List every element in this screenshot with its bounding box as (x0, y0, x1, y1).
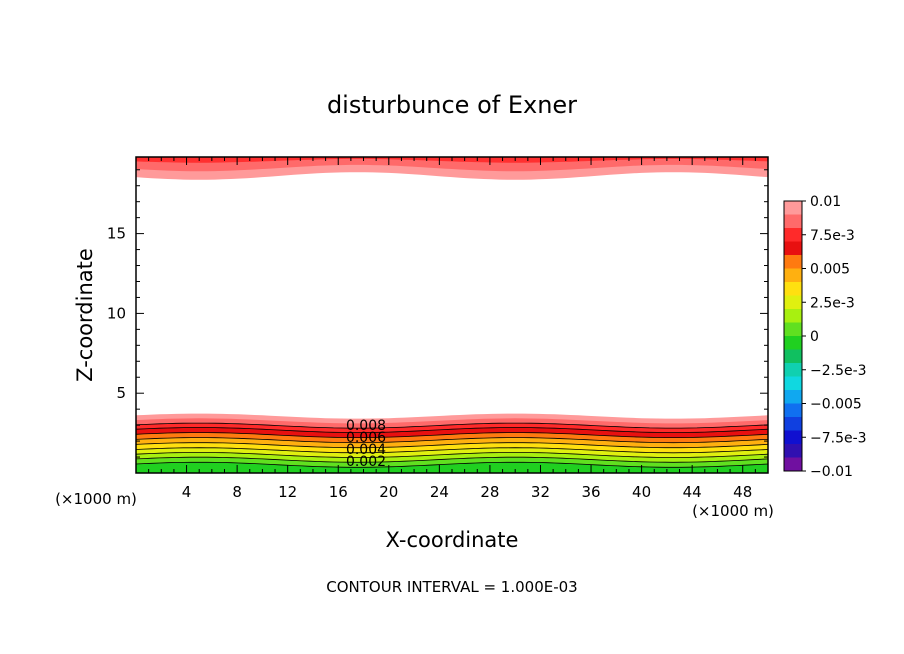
x-tick-label: 36 (581, 483, 600, 501)
colorbar-swatch (784, 363, 802, 377)
contour-label: 0.002 (346, 454, 386, 470)
contour-line-7 (136, 447, 768, 454)
x-tick-label: 12 (278, 483, 297, 501)
colorbar-swatch (784, 322, 802, 337)
contour-line-8 (136, 452, 768, 458)
x-tick-label: 48 (733, 483, 752, 501)
colorbar-label: 0.005 (810, 262, 850, 278)
colorbar-swatch (784, 430, 802, 445)
y-tick-label: 10 (107, 304, 126, 322)
x-tick-label: 28 (480, 483, 499, 501)
contour-label: 0.008 (346, 418, 386, 434)
colorbar-label: −7.5e-3 (810, 430, 867, 446)
x-tick-label: 44 (683, 483, 702, 501)
x-unit-label: (×1000 m) (55, 490, 137, 508)
x-unit-label-right: (×1000 m) (692, 502, 774, 520)
colorbar-swatch (784, 417, 802, 431)
colorbar-label: 2.5e-3 (810, 295, 855, 311)
x-tick-label: 4 (182, 483, 192, 501)
x-tick-label: 40 (632, 483, 651, 501)
colorbar-swatch (784, 268, 802, 283)
colorbar-label: 0.01 (810, 194, 841, 210)
colorbar-swatch (784, 376, 802, 391)
top-band-1 (136, 157, 768, 172)
colorbar-swatch (784, 282, 802, 296)
x-tick-label: 32 (531, 483, 550, 501)
colorbar-swatch (784, 444, 802, 458)
colorbar-swatch (784, 349, 802, 364)
contour-line-10 (136, 461, 768, 468)
x-tick-label: 24 (430, 483, 449, 501)
contour-label: 0.004 (346, 442, 386, 458)
colorbar-label: 0 (810, 329, 819, 345)
colorbar-swatch (784, 336, 802, 350)
bottom-band-10 (136, 462, 768, 473)
contour-line-2 (136, 422, 768, 429)
contour-line-3 (136, 427, 768, 434)
colorbar-swatch (784, 228, 802, 242)
contour-label: 0.006 (346, 430, 386, 446)
colorbar-swatch (784, 201, 802, 215)
colorbar-label: −0.005 (810, 397, 862, 413)
contour-line-4 (136, 432, 768, 438)
colorbar-swatch (784, 214, 802, 229)
y-axis-label: Z-coordinate (73, 248, 97, 382)
contour-interval-footer: CONTOUR INTERVAL = 1.000E-03 (326, 578, 577, 596)
colorbar-swatch (784, 241, 802, 256)
colorbar-swatch (784, 309, 802, 323)
contour-line-5 (136, 437, 768, 444)
x-tick-label: 16 (329, 483, 348, 501)
y-tick-label: 15 (107, 225, 126, 243)
contour-line-6 (136, 442, 768, 449)
colorbar-label: 7.5e-3 (810, 228, 855, 244)
colorbar-swatch (784, 295, 802, 310)
y-tick-label: 5 (116, 384, 126, 402)
x-tick-label: 8 (232, 483, 242, 501)
x-axis-label: X-coordinate (386, 528, 519, 552)
chart-title: disturbunce of Exner (327, 91, 577, 119)
colorbar-swatch (784, 390, 802, 404)
colorbar-swatch (784, 457, 802, 472)
contour-line-9 (136, 456, 768, 463)
colorbar: 0.01 7.5e-3 0.005 2.5e-3 0 −2.5e-3 −0.005 −7.5e… (783, 194, 867, 480)
colorbar-label: −0.01 (810, 464, 853, 480)
x-tick-label: 20 (379, 483, 398, 501)
colorbar-swatch (784, 403, 802, 418)
colorbar-label: −2.5e-3 (810, 363, 867, 379)
colorbar-swatch (784, 255, 802, 269)
